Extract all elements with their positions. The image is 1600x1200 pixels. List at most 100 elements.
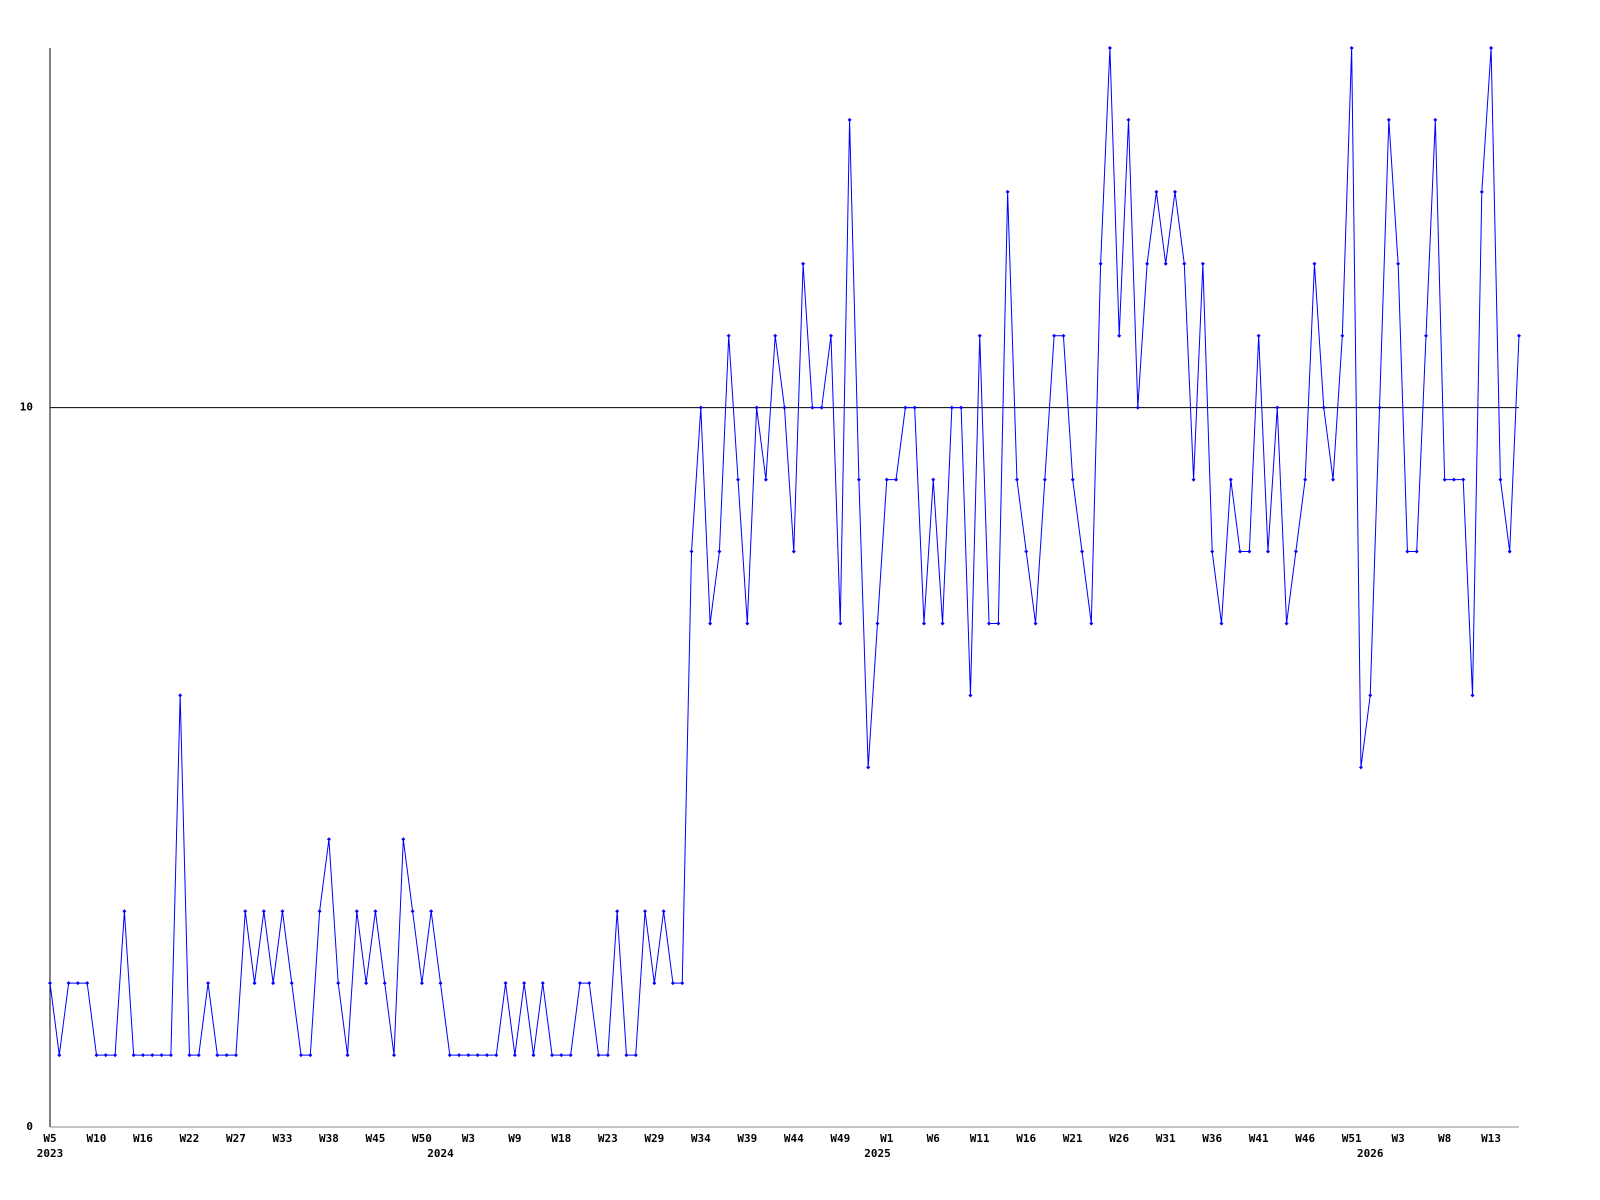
point	[419, 981, 424, 986]
x-tick-label: W22	[180, 1132, 200, 1145]
point	[1424, 333, 1429, 338]
point	[122, 909, 127, 914]
x-tick-label: W13	[1481, 1132, 1501, 1145]
point	[1070, 477, 1075, 482]
point	[838, 621, 843, 626]
point	[401, 837, 406, 842]
point	[57, 1053, 62, 1058]
point	[577, 981, 582, 986]
point	[921, 621, 926, 626]
point	[364, 981, 369, 986]
point	[773, 333, 778, 338]
point	[280, 909, 285, 914]
point	[140, 1053, 145, 1058]
point	[1228, 477, 1233, 482]
point	[643, 909, 648, 914]
year-label: 2026	[1357, 1147, 1384, 1160]
x-tick-label: W31	[1156, 1132, 1176, 1145]
point	[717, 549, 722, 554]
point	[1024, 549, 1029, 554]
year-label: 2023	[37, 1147, 64, 1160]
point	[652, 981, 657, 986]
point	[698, 405, 703, 410]
point	[959, 405, 964, 410]
point	[1256, 333, 1261, 338]
point	[503, 981, 508, 986]
x-tick-label: W6	[927, 1132, 941, 1145]
point	[1517, 333, 1521, 338]
point	[1265, 549, 1270, 554]
x-tick-label: W50	[412, 1132, 432, 1145]
point	[726, 333, 731, 338]
point	[131, 1053, 136, 1058]
point	[782, 405, 787, 410]
point	[615, 909, 620, 914]
point	[1349, 46, 1354, 50]
x-tick-label: W33	[272, 1132, 292, 1145]
point	[1461, 477, 1466, 482]
point	[1340, 333, 1345, 338]
point	[1321, 405, 1326, 410]
x-tick-label: W45	[365, 1132, 385, 1145]
point	[819, 405, 824, 410]
point	[168, 1053, 173, 1058]
point	[1368, 693, 1373, 698]
year-label: 2024	[427, 1147, 454, 1160]
x-tick-label: W27	[226, 1132, 246, 1145]
x-tick-label: W9	[508, 1132, 521, 1145]
point	[559, 1053, 564, 1058]
point	[66, 981, 71, 986]
point	[884, 477, 889, 482]
point	[475, 1053, 480, 1058]
x-tick-label: W11	[970, 1132, 990, 1145]
point	[233, 1053, 238, 1058]
point	[1117, 333, 1122, 338]
x-tick-label: W16	[1016, 1132, 1036, 1145]
point	[373, 909, 378, 914]
point	[745, 621, 750, 626]
point	[828, 333, 833, 338]
point	[522, 981, 527, 986]
point	[1135, 405, 1140, 410]
point	[1284, 621, 1289, 626]
x-tick-label: W26	[1109, 1132, 1129, 1145]
point	[1210, 549, 1215, 554]
point	[987, 621, 992, 626]
point	[1386, 117, 1391, 122]
point	[1033, 621, 1038, 626]
point	[429, 909, 434, 914]
point	[261, 909, 266, 914]
point	[159, 1053, 164, 1058]
point	[512, 1053, 517, 1058]
point	[299, 1053, 304, 1058]
point	[113, 1053, 118, 1058]
point	[392, 1053, 397, 1058]
point	[596, 1053, 601, 1058]
point	[466, 1053, 471, 1058]
point	[1200, 261, 1205, 266]
point	[1219, 621, 1224, 626]
point	[447, 1053, 452, 1058]
line	[49, 47, 1520, 1056]
point	[894, 477, 899, 482]
point	[1014, 477, 1019, 482]
point	[178, 693, 183, 698]
point	[949, 405, 954, 410]
point	[1470, 693, 1475, 698]
point	[977, 333, 982, 338]
point	[996, 621, 1001, 626]
point	[1182, 261, 1187, 266]
point	[94, 1053, 99, 1058]
point	[224, 1053, 229, 1058]
point	[85, 981, 90, 986]
point	[75, 981, 80, 986]
point	[484, 1053, 489, 1058]
point	[1042, 477, 1047, 482]
point	[1405, 549, 1410, 554]
point	[1451, 477, 1456, 482]
x-tick-label: W23	[598, 1132, 618, 1145]
point	[1061, 333, 1066, 338]
point	[1098, 261, 1103, 266]
point	[1172, 189, 1177, 194]
x-tick-label: W10	[87, 1132, 107, 1145]
